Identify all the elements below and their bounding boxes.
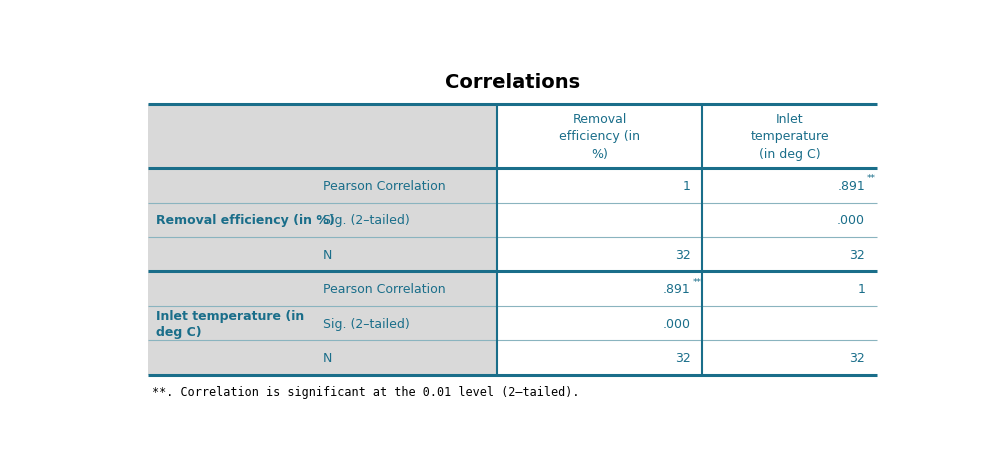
Text: Inlet temperature (in
deg C): Inlet temperature (in deg C) [156,309,304,338]
Bar [497,203,877,238]
Text: **: ** [867,174,876,183]
Bar [148,203,497,238]
Text: .891: .891 [837,179,865,193]
Text: .000: .000 [663,317,691,330]
Bar [497,105,877,169]
Text: N: N [323,248,332,261]
Text: 1: 1 [857,283,865,295]
Text: 32: 32 [675,351,691,364]
Text: Removal
efficiency (in
%): Removal efficiency (in %) [559,113,640,161]
Text: .891: .891 [663,283,691,295]
Text: **: ** [692,277,701,286]
Bar [497,238,877,272]
Text: 1: 1 [683,179,691,193]
Text: Sig. (2–tailed): Sig. (2–tailed) [323,214,409,227]
Bar [497,169,877,203]
Text: **. Correlation is significant at the 0.01 level (2–tailed).: **. Correlation is significant at the 0.… [152,386,580,398]
Bar [148,169,497,203]
Text: N: N [323,351,332,364]
Text: .000: .000 [837,214,865,227]
Bar [148,306,497,341]
Bar [497,341,877,375]
Text: 32: 32 [849,248,865,261]
Bar [148,105,497,169]
Text: Correlations: Correlations [445,73,580,92]
Bar [148,341,497,375]
Text: Sig. (2–tailed): Sig. (2–tailed) [323,317,409,330]
Bar [497,272,877,306]
Text: 32: 32 [849,351,865,364]
Text: 32: 32 [675,248,691,261]
Text: Pearson Correlation: Pearson Correlation [323,283,445,295]
Text: Pearson Correlation: Pearson Correlation [323,179,445,193]
Text: Removal efficiency (in %): Removal efficiency (in %) [156,214,335,227]
Bar [148,238,497,272]
Bar [148,272,497,306]
Text: Inlet
temperature
(in deg C): Inlet temperature (in deg C) [750,113,829,161]
Bar [497,306,877,341]
